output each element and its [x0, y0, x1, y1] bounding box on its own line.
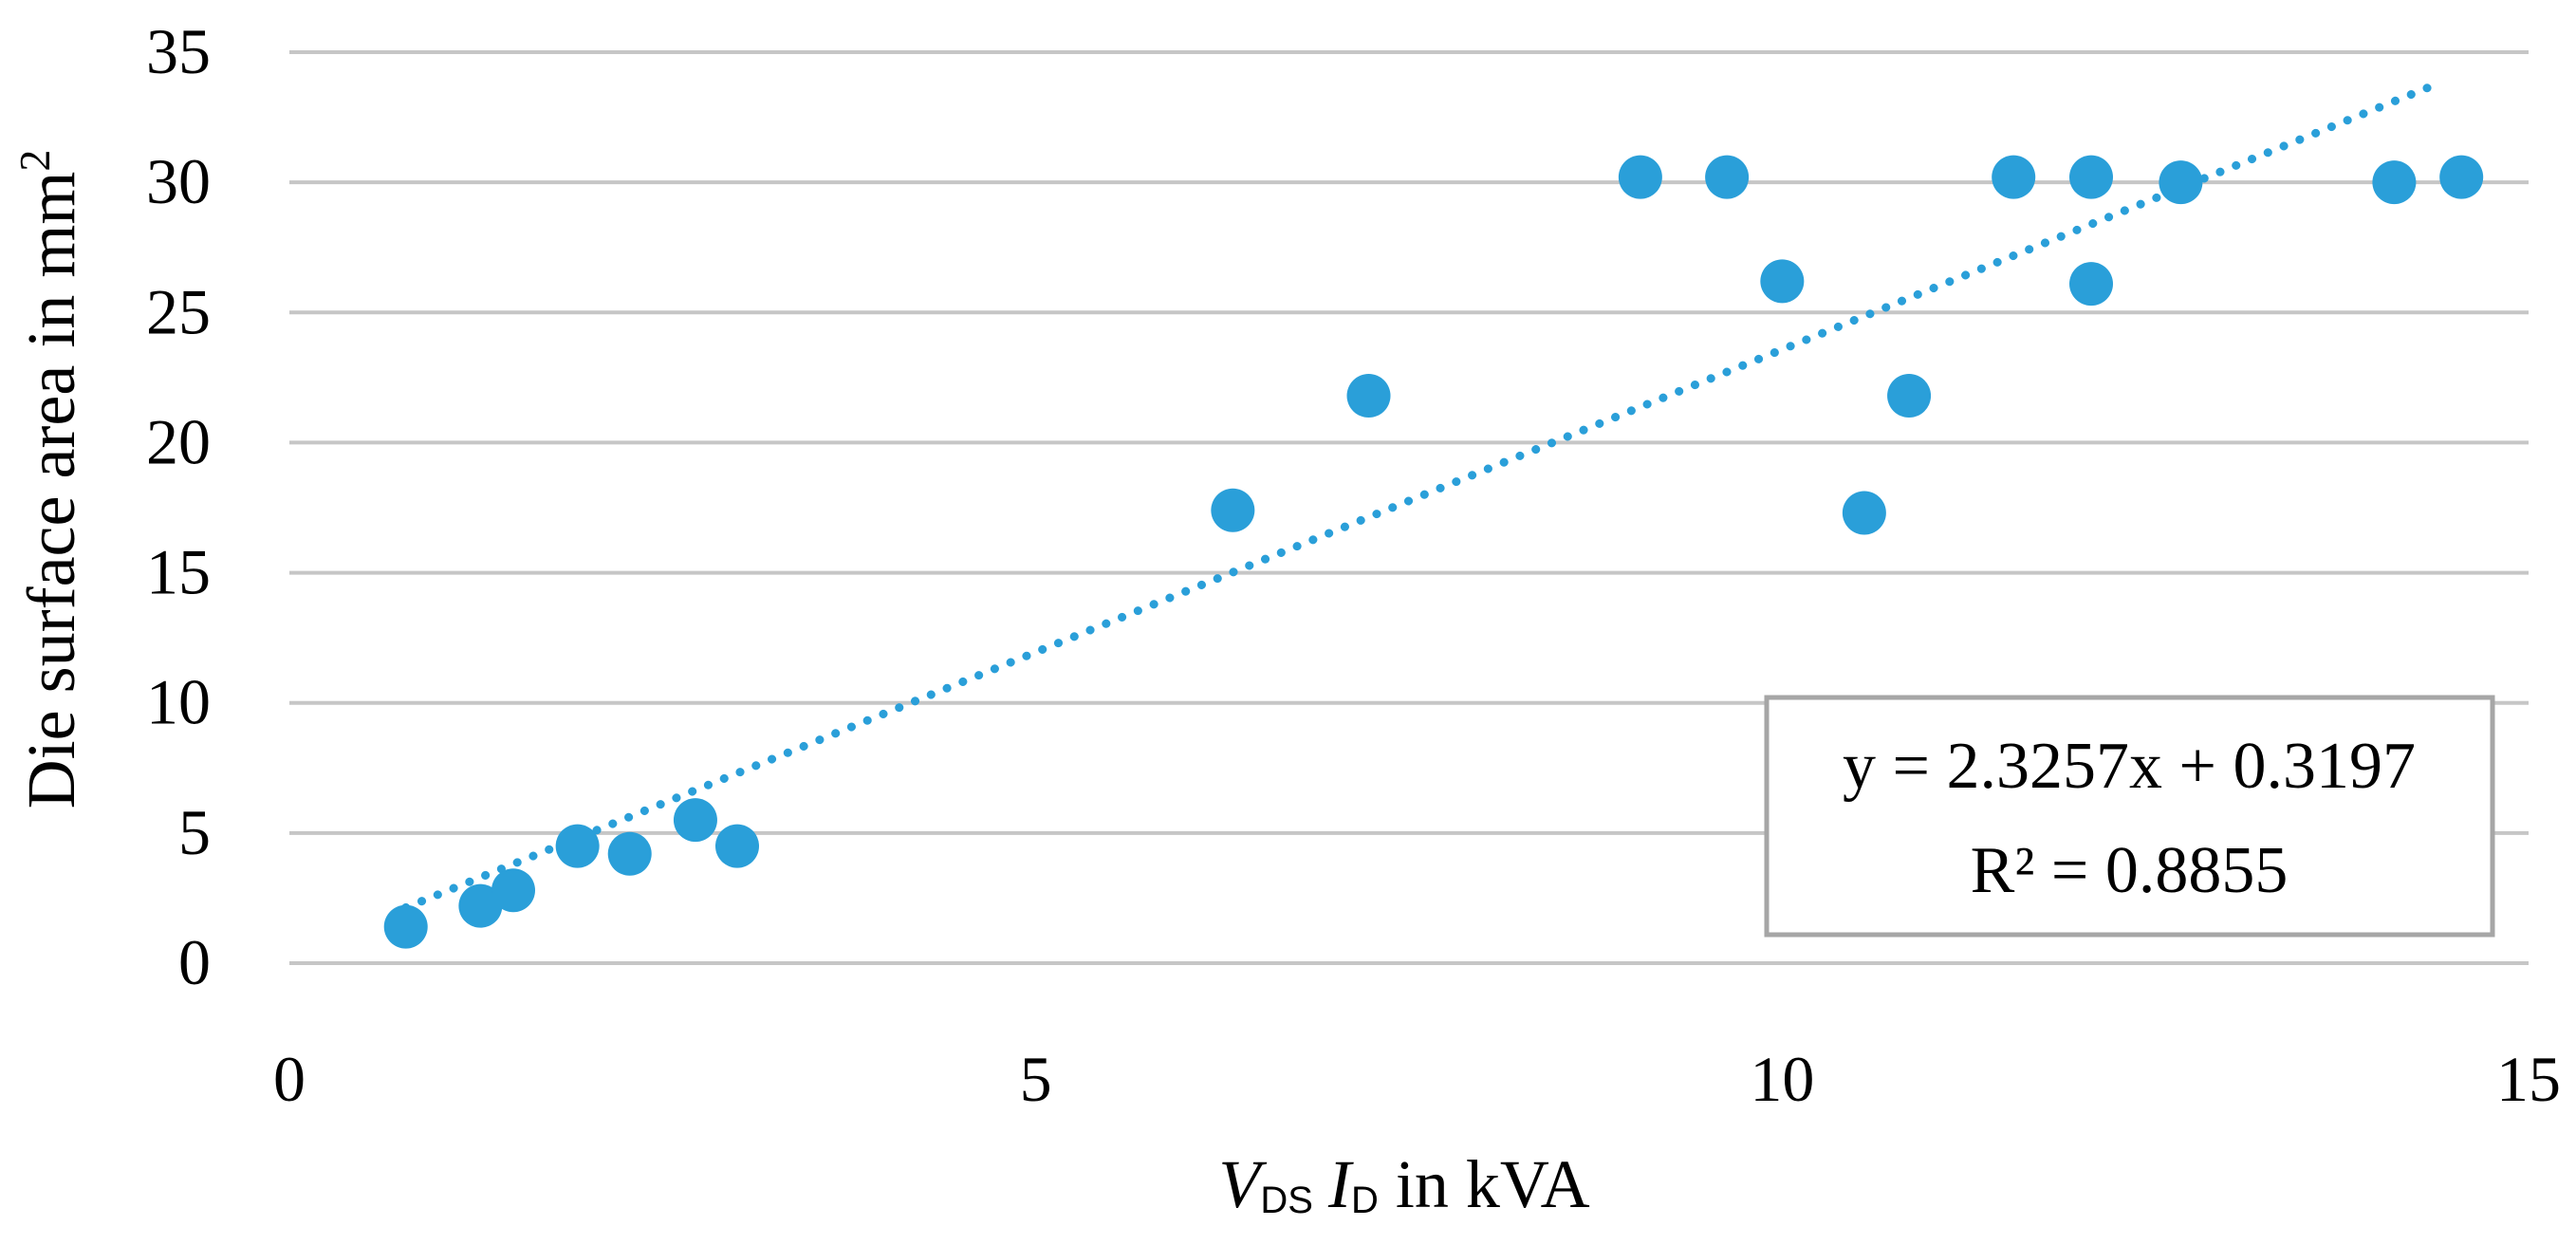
data-point — [491, 868, 535, 913]
x-tick-label: 15 — [2496, 1043, 2561, 1115]
data-point — [1760, 259, 1805, 304]
data-point — [1887, 374, 1932, 418]
data-point — [1346, 374, 1391, 418]
x-axis-ticks: 0 5 10 15 — [273, 1043, 2561, 1115]
data-point — [2439, 155, 2484, 199]
x-tick-label: 10 — [1750, 1043, 1814, 1115]
y-tick-label: 30 — [146, 145, 211, 217]
data-point — [555, 824, 600, 868]
y-axis-ticks: 0 5 10 15 20 25 30 35 — [146, 15, 211, 998]
equation-box-border — [1764, 695, 2495, 938]
y-tick-label: 15 — [146, 536, 211, 608]
data-point — [1705, 155, 1750, 199]
data-point — [383, 904, 428, 949]
data-point — [458, 883, 503, 928]
y-tick-label: 20 — [146, 405, 211, 477]
x-tick-label: 5 — [1020, 1043, 1052, 1115]
x-axis-label: VDS ID in kVA — [1218, 1146, 1589, 1222]
x-tick-label: 0 — [273, 1043, 306, 1115]
trendline — [401, 79, 2444, 912]
y-tick-label: 10 — [146, 666, 211, 738]
gridlines — [289, 50, 2529, 965]
data-point — [2372, 160, 2417, 205]
trendline-equation-box: y = 2.3257x + 0.3197 R² = 0.8855 — [1764, 695, 2495, 938]
data-point — [1211, 488, 1255, 532]
data-point — [1992, 155, 2036, 199]
y-tick-label: 25 — [146, 275, 211, 347]
r-squared-label: R² = 0.8855 — [1971, 834, 2289, 907]
data-point — [2159, 160, 2203, 205]
trendline-equation: y = 2.3257x + 0.3197 — [1843, 730, 2416, 803]
data-point — [2069, 262, 2114, 307]
data-point — [715, 824, 759, 868]
data-point — [673, 798, 717, 843]
y-axis-label: Die surface area in mm2 — [10, 150, 89, 809]
y-tick-label: 5 — [178, 796, 211, 868]
y-tick-label: 0 — [178, 926, 211, 998]
data-point — [2069, 155, 2114, 199]
data-point — [607, 831, 652, 876]
y-tick-label: 35 — [146, 15, 211, 87]
data-points — [383, 155, 2484, 949]
data-point — [1618, 155, 1662, 199]
trendline-dotted — [401, 79, 2444, 912]
data-point — [1842, 491, 1886, 535]
